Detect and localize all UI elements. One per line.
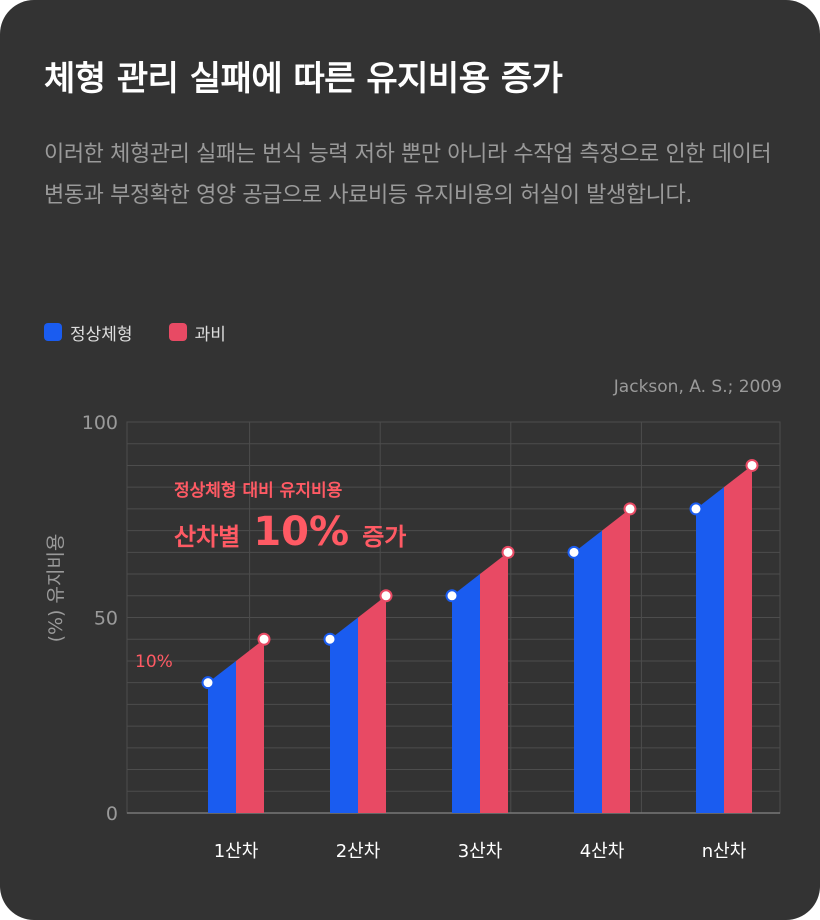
bar-normal-3 [452, 574, 480, 813]
bar-normal-2 [330, 617, 358, 813]
point-obese-1 [257, 632, 271, 646]
bar-obese-1 [236, 639, 264, 813]
legend-swatch-normal [44, 323, 62, 341]
point-normal-3 [445, 589, 459, 603]
bar-obese-2 [358, 595, 386, 813]
x-tick-label: 2산차 [336, 841, 381, 862]
points [201, 458, 759, 690]
point-normal-2 [323, 632, 337, 646]
bars [208, 465, 752, 813]
y-tick-label: 0 [106, 803, 118, 825]
y-tick-label: 50 [94, 608, 118, 630]
x-tick-label: 1산차 [214, 841, 259, 862]
annotation-suffix: 증가 [362, 523, 406, 551]
ticks: 0 50 100 1산차 2산차 3산차 4산차 n산차 [82, 412, 747, 862]
x-tick-label: 3산차 [458, 841, 503, 862]
description-text: 이러한 체형관리 실패는 번식 능력 저하 뿐만 아니라 수작업 측정으로 인한… [44, 142, 772, 208]
bar-obese-5 [724, 465, 752, 813]
x-tick-label: 4산차 [580, 841, 625, 862]
source-citation: Jackson, A. S.; 2009 [613, 377, 782, 397]
annotation-line2: 산차별 10% 증가 [174, 509, 406, 555]
page-title: 체형 관리 실패에 따른 유지비용 증가 [44, 59, 563, 99]
legend-swatch-obese [168, 323, 187, 341]
y-tick-label: 100 [82, 412, 118, 434]
legend-item-obese: 과비 [168, 320, 226, 345]
x-tick-label: n산차 [702, 841, 747, 862]
point-normal-1 [201, 676, 215, 690]
legend: 정상체형 과비 [44, 320, 262, 345]
bar-obese-3 [480, 552, 508, 813]
point-obese-2 [379, 589, 393, 603]
point-obese-5 [745, 458, 759, 472]
legend-label-normal: 정상체형 [70, 324, 133, 345]
bar-normal-1 [208, 660, 236, 813]
point-obese-4 [623, 502, 637, 516]
annotation-prefix: 산차별 [174, 523, 240, 551]
point-obese-3 [501, 545, 515, 559]
y-axis-label: (%) 유지비용 [45, 534, 67, 643]
bar-normal-4 [574, 530, 602, 813]
legend-label-obese: 과비 [194, 324, 226, 345]
legend-item-normal: 정상체형 [44, 320, 133, 345]
point-normal-5 [689, 502, 703, 516]
annotation-value: 10% [253, 509, 349, 555]
bar-normal-5 [696, 487, 724, 813]
annotation-line1: 정상체형 대비 유지비용 [174, 480, 343, 501]
bar-obese-4 [602, 508, 630, 813]
annotation-left-label: 10% [135, 652, 173, 672]
point-normal-4 [567, 545, 581, 559]
